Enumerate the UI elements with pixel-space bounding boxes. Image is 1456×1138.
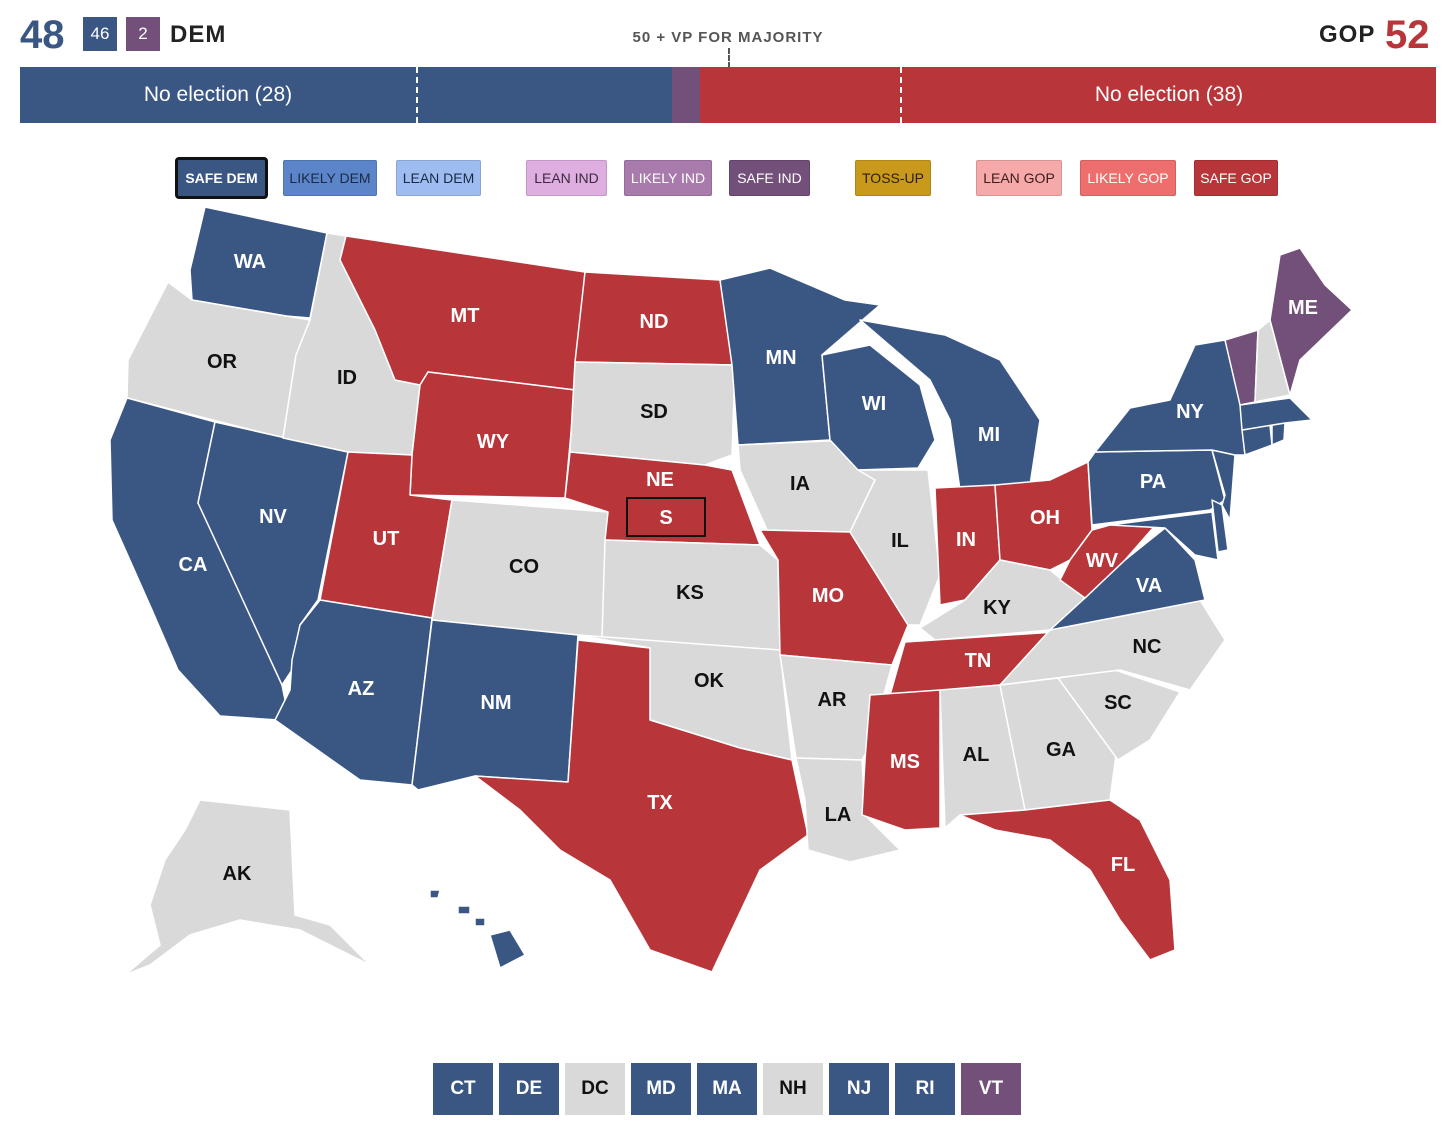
rating-lean-ind[interactable]: LEAN IND [526, 160, 607, 196]
gop-total: 52 [1385, 13, 1430, 57]
state-label-mn: MN [765, 347, 796, 369]
state-ak[interactable] [124, 799, 371, 976]
dem-seat-count: 46 [83, 17, 117, 51]
small-state-nh[interactable]: NH [763, 1063, 823, 1115]
state-label-az: AZ [348, 678, 375, 700]
state-label-hi: HI [440, 931, 460, 953]
state-label-id: ID [337, 367, 357, 389]
state-me[interactable] [1269, 247, 1353, 396]
gop-label: GOP [1319, 21, 1376, 48]
state-label-ms: MS [890, 751, 920, 773]
state-label-va: VA [1136, 575, 1162, 597]
state-label-wy: WY [477, 431, 510, 453]
rating-likely-gop[interactable]: LIKELY GOP [1080, 160, 1176, 196]
state-md[interactable] [1109, 511, 1219, 561]
state-sd[interactable] [569, 361, 736, 466]
dem-total: 48 [20, 13, 65, 57]
state-label-la: LA [825, 804, 852, 826]
dem-up-segment [416, 67, 672, 123]
state-label-nm: NM [480, 692, 511, 714]
ind-segment [672, 67, 700, 123]
state-label-nv: NV [259, 506, 287, 528]
state-label-mo: MO [812, 585, 844, 607]
small-state-de[interactable]: DE [499, 1063, 559, 1115]
rating-safe-dem[interactable]: SAFE DEM [175, 157, 268, 199]
state-label-ne: NE [646, 469, 674, 491]
state-label-mi: MI [978, 424, 1000, 446]
state-label-wa: WA [234, 251, 266, 273]
small-state-vt[interactable]: VT [961, 1063, 1021, 1115]
state-label-fl: FL [1111, 854, 1135, 876]
rating-lean-dem[interactable]: LEAN DEM [396, 160, 481, 196]
state-wi[interactable] [821, 344, 936, 471]
state-label-nd: ND [640, 311, 669, 333]
state-il[interactable] [849, 469, 941, 626]
rating-safe-ind[interactable]: SAFE IND [729, 160, 810, 196]
state-hi[interactable] [429, 889, 526, 969]
state-label-tx: TX [647, 792, 673, 814]
state-de[interactable] [1211, 499, 1229, 553]
state-labels: WA OR CA NV ID MT WY UT AZ CO NM ND SD N… [179, 251, 1318, 953]
dem-no-election-segment: No election (28) [20, 67, 416, 123]
state-label-oh: OH [1030, 507, 1060, 529]
state-label-tn: TN [965, 650, 992, 672]
state-label-ky: KY [983, 597, 1011, 619]
state-ma[interactable] [1239, 397, 1313, 431]
state-label-or: OR [207, 351, 238, 373]
state-label-mt: MT [451, 305, 480, 327]
state-wv[interactable] [1059, 519, 1161, 599]
small-state-ri[interactable]: RI [895, 1063, 955, 1115]
state-label-co: CO [509, 556, 539, 578]
small-state-dc[interactable]: DC [565, 1063, 625, 1115]
special-election-label: S [659, 507, 672, 529]
dem-label: DEM [170, 21, 227, 48]
small-state-md[interactable]: MD [631, 1063, 691, 1115]
ind-seat-count: 2 [126, 17, 160, 51]
state-label-il: IL [891, 530, 909, 552]
special-election-marker[interactable]: S [626, 497, 706, 537]
rating-toss-up[interactable]: TOSS-UP [855, 160, 931, 196]
state-label-ga: GA [1046, 739, 1076, 761]
rating-likely-ind[interactable]: LIKELY IND [624, 160, 712, 196]
state-label-sd: SD [640, 401, 668, 423]
gop-no-election-segment: No election (38) [900, 67, 1436, 123]
state-label-ar: AR [818, 689, 847, 711]
state-label-sc: SC [1104, 692, 1132, 714]
state-la[interactable] [795, 757, 901, 863]
state-label-ok: OK [694, 670, 725, 692]
gop-up-segment [700, 67, 900, 123]
state-ny[interactable] [1094, 339, 1246, 456]
state-shapes [109, 206, 1353, 976]
state-fl[interactable] [959, 799, 1176, 961]
small-state-ct[interactable]: CT [433, 1063, 493, 1115]
state-label-wv: WV [1086, 550, 1119, 572]
small-state-nj[interactable]: NJ [829, 1063, 889, 1115]
state-ri[interactable] [1271, 422, 1286, 446]
rating-safe-gop[interactable]: SAFE GOP [1194, 160, 1278, 196]
state-label-pa: PA [1140, 471, 1166, 493]
state-tx[interactable] [474, 639, 809, 973]
state-label-ks: KS [676, 582, 704, 604]
majority-label: 50 + VP FOR MAJORITY [632, 29, 824, 46]
small-state-ma[interactable]: MA [697, 1063, 757, 1115]
state-label-ny: NY [1176, 401, 1204, 423]
state-label-me: ME [1288, 297, 1318, 319]
rating-lean-gop[interactable]: LEAN GOP [976, 160, 1062, 196]
state-label-ca: CA [179, 554, 208, 576]
state-label-ut: UT [373, 528, 400, 550]
state-label-in: IN [956, 529, 976, 551]
rating-likely-dem[interactable]: LIKELY DEM [283, 160, 377, 196]
state-label-wi: WI [862, 393, 886, 415]
majority-marker [728, 48, 730, 68]
state-label-ak: AK [223, 863, 252, 885]
state-label-nc: NC [1133, 636, 1162, 658]
state-label-ia: IA [790, 473, 810, 495]
dem-no-election-label: No election (28) [143, 83, 293, 106]
state-label-al: AL [963, 744, 990, 766]
gop-no-election-label: No election (38) [1094, 83, 1244, 106]
